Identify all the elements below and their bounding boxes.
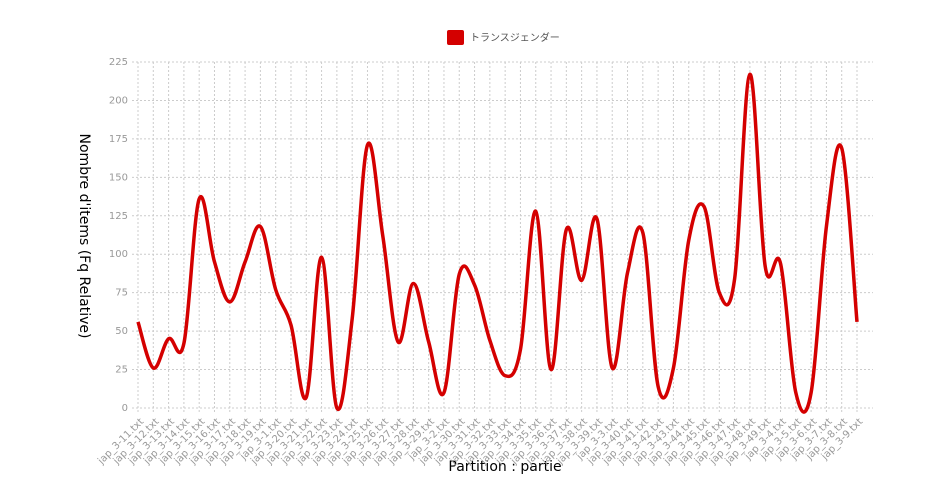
y-tick-label: 100	[109, 249, 128, 260]
series-line	[136, 72, 859, 414]
y-tick-label: 175	[109, 134, 128, 145]
y-tick-label: 50	[115, 326, 128, 337]
legend-label: トランスジェンダー	[470, 31, 560, 44]
legend-swatch	[447, 30, 464, 45]
y-tick-label: 0	[122, 403, 128, 414]
y-tick-label: 75	[115, 288, 128, 299]
y-tick-label: 200	[109, 95, 128, 106]
x-axis-title: Partition : partie	[448, 459, 561, 475]
y-tick-label: 150	[109, 172, 128, 183]
y-tick-label: 225	[109, 57, 128, 68]
y-axis-title: Nombre d'items (Fq Relative)	[76, 134, 92, 339]
y-tick-label: 125	[109, 211, 128, 222]
y-tick-label: 25	[115, 365, 128, 376]
